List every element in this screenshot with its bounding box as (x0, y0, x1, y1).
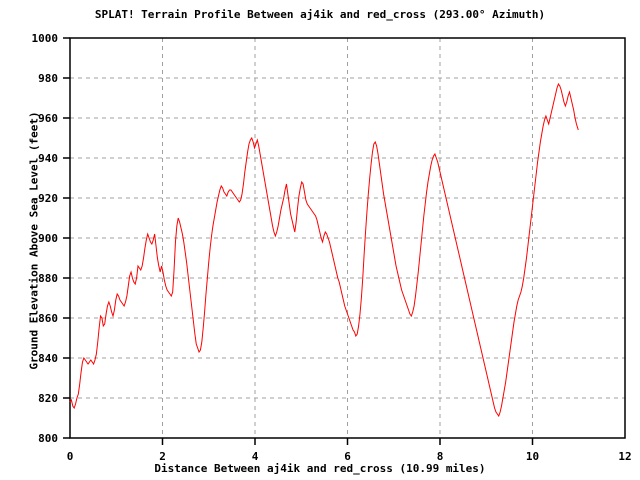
x-tick-label: 12 (618, 450, 631, 463)
y-tick-label: 960 (38, 112, 58, 125)
chart-title: SPLAT! Terrain Profile Between aj4ik and… (94, 8, 546, 21)
y-tick-label: 940 (38, 152, 58, 165)
elevation-line (69, 82, 579, 418)
y-tick-label: 920 (38, 192, 58, 205)
x-tick-label: 2 (159, 450, 166, 463)
x-axis-title: Distance Between aj4ik and red_cross (10… (154, 462, 486, 475)
y-axis-tick-labels: 800 820 840 860 880 900 920 940 960 980 1000 (32, 32, 59, 445)
grid-lines (70, 38, 625, 438)
x-tick-label: 6 (344, 450, 351, 463)
x-tick-label: 0 (67, 450, 74, 463)
x-axis-tick-labels: 0 2 4 6 8 10 12 (67, 450, 632, 463)
plot-frame (69, 37, 626, 439)
y-tick-label: 900 (38, 232, 58, 245)
y-tick-label: 800 (38, 432, 58, 445)
terrain-elevation-series (69, 82, 579, 418)
y-tick-label: 880 (38, 272, 58, 285)
y-tick-label: 820 (38, 392, 58, 405)
y-tick-label: 980 (38, 72, 58, 85)
x-tick-label: 4 (252, 450, 259, 463)
y-tick-label: 840 (38, 352, 58, 365)
x-tick-label: 8 (437, 450, 444, 463)
x-tick-label: 10 (526, 450, 539, 463)
y-axis-title: Ground Elevation Above Sea Level (feet) (27, 111, 41, 370)
y-tick-label: 1000 (32, 32, 59, 45)
tick-marks (63, 37, 534, 445)
y-tick-label: 860 (38, 312, 58, 325)
